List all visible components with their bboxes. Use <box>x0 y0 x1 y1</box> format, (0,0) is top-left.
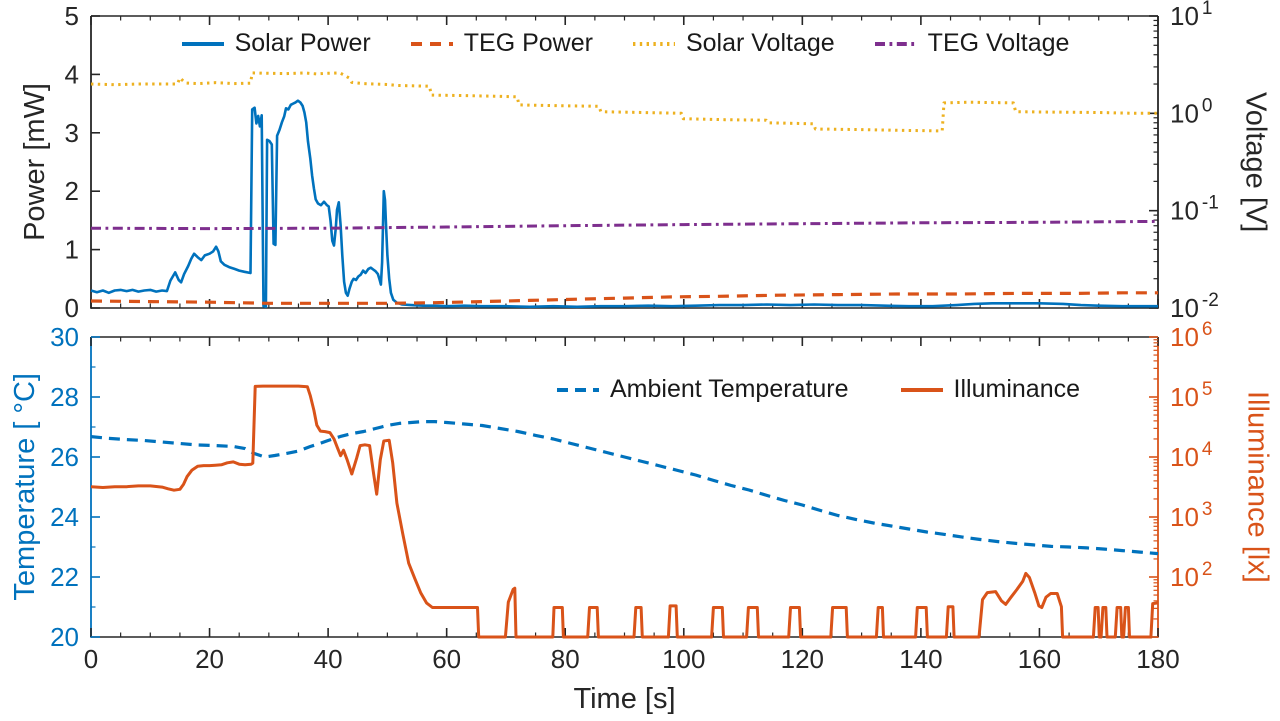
legend-item-illuminance: Illuminance <box>899 375 1080 404</box>
svg-text:140: 140 <box>899 644 942 674</box>
svg-text:10-1: 10 -1 <box>1170 193 1219 226</box>
svg-text:2: 2 <box>65 176 79 206</box>
svg-text:0: 0 <box>65 293 79 323</box>
legend-item-ambient-temperature: Ambient Temperature <box>555 375 849 404</box>
time-axis-title: Time [s] <box>573 683 676 715</box>
svg-text:60: 60 <box>432 644 461 674</box>
svg-text:160: 160 <box>1018 644 1061 674</box>
svg-text:30: 30 <box>50 322 79 352</box>
svg-text:120: 120 <box>781 644 824 674</box>
series-ambient-temperature <box>90 420 1159 556</box>
legend-label: Solar Voltage <box>685 29 835 57</box>
legend-label: Solar Power <box>234 29 371 57</box>
teg-power-line-swatch-icon <box>410 41 453 46</box>
svg-text:40: 40 <box>314 644 343 674</box>
series-teg-power <box>90 291 1158 305</box>
svg-text:80: 80 <box>551 644 580 674</box>
ambient-temperature-line-swatch-icon <box>556 387 599 392</box>
svg-text:105: 10 5 <box>1170 379 1213 412</box>
svg-text:101: 10 1 <box>1170 0 1213 31</box>
temperature-axis-title: Temperature [ °C] <box>8 373 41 601</box>
svg-text:102: 10 2 <box>1170 559 1213 592</box>
svg-text:24: 24 <box>50 502 79 532</box>
legend-item-solar-power: Solar Power <box>180 29 371 58</box>
legend-label: TEG Power <box>463 29 593 57</box>
svg-text:180: 180 <box>1136 644 1179 674</box>
legend-bottom-plot: Ambient Temperature Illuminance <box>91 375 1158 404</box>
svg-text:106: 10 6 <box>1170 319 1213 352</box>
legend-label: Ambient Temperature <box>609 375 849 403</box>
svg-text:100: 100 <box>662 644 705 674</box>
legend-label: TEG Voltage <box>927 29 1070 57</box>
svg-text:28: 28 <box>50 382 79 412</box>
solar-power-line-swatch-icon <box>181 41 224 46</box>
svg-text:20: 20 <box>195 644 224 674</box>
series-illuminance <box>90 384 1159 639</box>
legend-item-teg-voltage: TEG Voltage <box>873 29 1070 58</box>
power-axis-title: Power [mW] <box>18 83 51 241</box>
svg-text:5: 5 <box>65 1 79 31</box>
svg-text:104: 10 4 <box>1170 439 1213 472</box>
series-teg-voltage <box>90 219 1159 231</box>
legend-label: Illuminance <box>953 375 1080 403</box>
svg-text:1: 1 <box>65 235 79 265</box>
svg-text:103: 10 3 <box>1170 499 1213 532</box>
legend-item-solar-voltage: Solar Voltage <box>631 29 835 58</box>
series-solar-power <box>90 99 1158 309</box>
svg-text:100: 100 <box>1170 95 1213 128</box>
illuminance-axis-title: Illuminance [lx] <box>1241 391 1274 583</box>
svg-text:0: 0 <box>84 644 98 674</box>
illuminance-line-swatch-icon <box>900 387 943 392</box>
svg-text:26: 26 <box>50 442 79 472</box>
solar-voltage-line-swatch-icon <box>632 41 675 46</box>
series-solar-voltage <box>90 71 1158 133</box>
teg-voltage-line-swatch-icon <box>874 41 917 46</box>
svg-text:10-2: 10 -2 <box>1170 290 1219 323</box>
legend-top-plot: Solar Power TEG Power Solar Voltage TEG … <box>91 29 1158 58</box>
svg-text:20: 20 <box>50 622 79 652</box>
legend-item-teg-power: TEG Power <box>409 29 593 58</box>
voltage-axis-title: Voltage [V] <box>1239 91 1272 233</box>
svg-text:4: 4 <box>65 59 79 89</box>
svg-text:22: 22 <box>50 562 79 592</box>
svg-text:3: 3 <box>65 118 79 148</box>
